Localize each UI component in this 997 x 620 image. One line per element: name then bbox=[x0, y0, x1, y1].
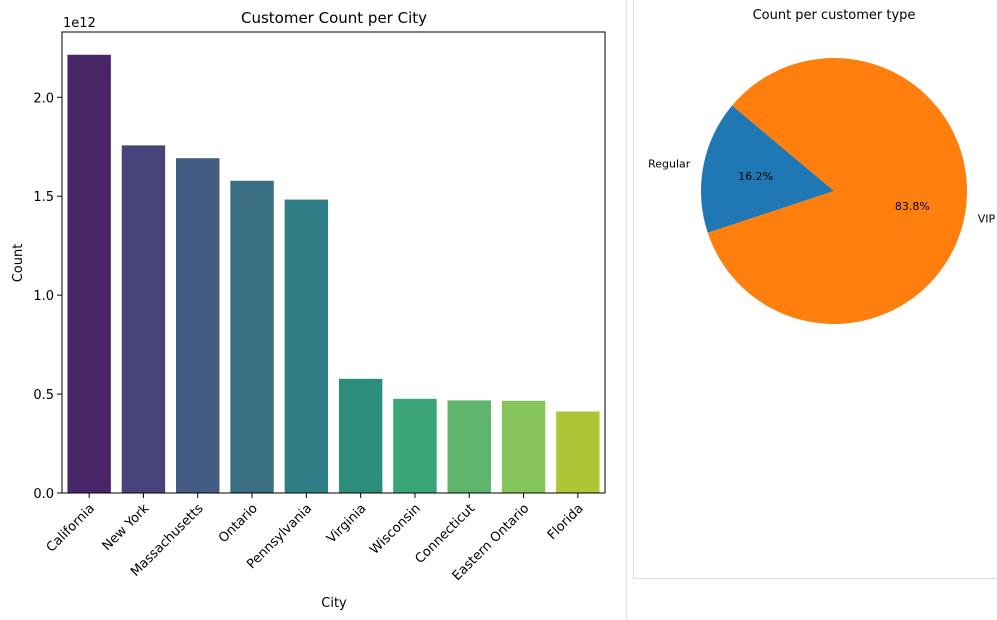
bar-chart: Customer Count per City 1e12 0.0 0.5 1.0 1.… bbox=[11, 9, 606, 611]
x-tick-label: Wisconsin bbox=[367, 501, 424, 558]
y-offset-label: 1e12 bbox=[63, 16, 96, 31]
bar bbox=[284, 199, 329, 493]
x-axis-label: City bbox=[321, 596, 347, 611]
bar bbox=[393, 398, 437, 493]
bar bbox=[501, 400, 546, 493]
bar bbox=[121, 145, 166, 493]
bar bbox=[556, 411, 600, 493]
pie-panel bbox=[633, 0, 997, 579]
y-axis-label: Count bbox=[11, 244, 26, 283]
pie-slice bbox=[707, 58, 967, 325]
bar bbox=[176, 158, 220, 493]
y-tick-label: 1.5 bbox=[33, 190, 54, 205]
x-tick-label: Florida bbox=[545, 501, 587, 543]
bar-chart-title: Customer Count per City bbox=[241, 9, 427, 27]
pie-slice-label: Regular bbox=[648, 157, 691, 170]
y-tick-label: 1.0 bbox=[33, 289, 54, 304]
pie-chart: Count per customer type 16.2% Regular 83.8… bbox=[648, 8, 996, 325]
x-tick-label: New York bbox=[100, 501, 153, 554]
y-tick-label: 0.0 bbox=[33, 487, 54, 502]
pie-slices-group: 16.2% Regular 83.8% VIP bbox=[648, 58, 996, 325]
x-tick-label: California bbox=[44, 501, 98, 555]
pie-pct-label: 83.8% bbox=[895, 200, 930, 213]
plot-frame bbox=[61, 31, 606, 494]
bars-group bbox=[67, 54, 600, 494]
y-axis: 0.0 0.5 1.0 1.5 2.0 bbox=[33, 91, 62, 502]
y-tick-label: 2.0 bbox=[33, 91, 54, 106]
bar bbox=[67, 54, 111, 493]
x-tick-label: Virginia bbox=[324, 501, 369, 546]
pie-slice-label: VIP bbox=[978, 213, 996, 226]
pie-chart-title: Count per customer type bbox=[753, 8, 916, 23]
x-tick-label: Ontario bbox=[216, 501, 261, 546]
pie-slice bbox=[701, 105, 834, 233]
bar bbox=[230, 180, 274, 494]
bar bbox=[338, 378, 383, 493]
y-tick-label: 0.5 bbox=[33, 388, 54, 403]
bar bbox=[447, 400, 491, 493]
pie-pct-label: 16.2% bbox=[738, 170, 773, 183]
panel-divider bbox=[626, 0, 627, 620]
